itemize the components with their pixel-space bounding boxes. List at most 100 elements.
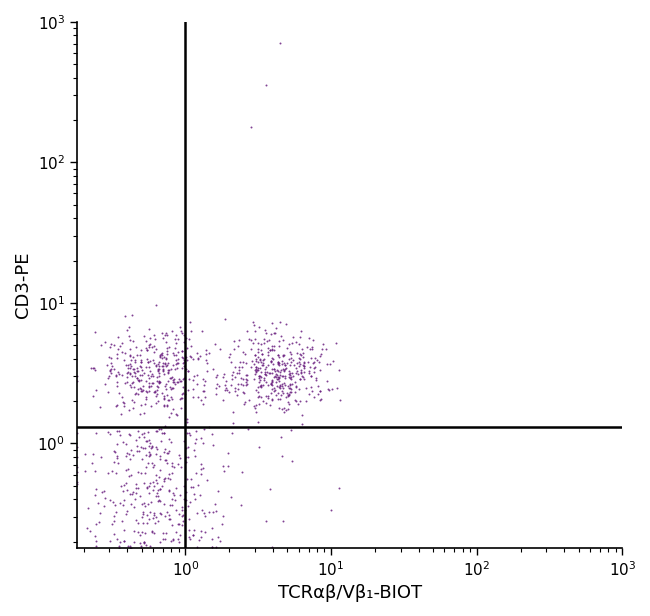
Point	[137, 455, 148, 464]
Point	[83, 503, 93, 513]
Point	[149, 358, 159, 368]
Point	[176, 389, 187, 399]
Point	[137, 444, 148, 453]
Point	[150, 334, 161, 344]
Point	[176, 328, 187, 338]
Point	[266, 318, 277, 328]
Point	[72, 477, 82, 487]
Point	[162, 360, 172, 370]
Point	[72, 376, 82, 386]
Point	[280, 360, 290, 370]
Point	[170, 495, 180, 505]
Point	[162, 395, 173, 405]
Point	[141, 394, 151, 404]
Point	[310, 362, 320, 371]
Point	[201, 349, 211, 359]
Point	[226, 349, 236, 359]
Point	[112, 426, 122, 436]
Point	[138, 386, 148, 395]
Point	[183, 452, 193, 462]
Point	[111, 469, 122, 479]
Point	[90, 466, 100, 476]
Point	[177, 502, 187, 512]
Point	[116, 392, 127, 402]
Point	[309, 357, 319, 367]
Point	[193, 354, 203, 364]
Point	[142, 436, 152, 446]
Point	[181, 352, 191, 362]
Point	[211, 372, 222, 382]
Point	[277, 379, 287, 389]
Point	[252, 362, 262, 371]
Point	[285, 379, 295, 389]
Point	[134, 447, 144, 456]
Point	[185, 496, 195, 506]
Point	[296, 367, 306, 377]
Point	[254, 376, 265, 386]
Point	[159, 393, 169, 403]
Point	[253, 387, 263, 397]
Point	[272, 370, 282, 379]
Point	[281, 363, 291, 373]
Point	[155, 466, 165, 476]
Point	[285, 360, 295, 370]
Point	[283, 391, 294, 401]
Point	[161, 511, 171, 521]
Point	[137, 370, 148, 380]
Point	[266, 357, 276, 367]
Point	[286, 387, 296, 397]
Point	[125, 361, 136, 371]
Point	[280, 365, 290, 375]
Point	[280, 360, 291, 370]
Point	[125, 368, 135, 378]
Point	[140, 336, 151, 346]
Point	[278, 364, 288, 374]
Point	[119, 480, 129, 490]
Point	[275, 380, 285, 390]
Point	[111, 370, 122, 380]
Point	[287, 332, 298, 342]
Point	[285, 370, 295, 380]
Point	[250, 350, 260, 360]
Point	[164, 373, 175, 383]
Point	[156, 437, 166, 447]
Point	[122, 373, 132, 383]
Point	[141, 386, 151, 396]
Point	[219, 369, 229, 379]
Point	[224, 387, 235, 397]
Point	[99, 501, 109, 511]
Point	[197, 505, 207, 515]
Point	[212, 370, 222, 379]
Point	[261, 370, 272, 380]
Point	[113, 344, 124, 354]
Point	[146, 342, 157, 352]
Point	[159, 474, 170, 484]
Point	[144, 480, 154, 490]
Point	[291, 363, 302, 373]
Point	[125, 499, 136, 509]
Point	[265, 329, 276, 339]
Point	[159, 447, 169, 457]
Point	[265, 484, 275, 494]
Point	[136, 365, 147, 375]
Point	[273, 366, 283, 376]
Point	[294, 353, 304, 363]
Point	[233, 335, 244, 345]
Point	[181, 487, 191, 497]
Point	[184, 532, 194, 542]
Point	[273, 351, 283, 360]
Point	[299, 361, 309, 371]
Point	[160, 535, 170, 545]
Point	[179, 436, 190, 446]
Point	[173, 334, 183, 344]
Point	[99, 486, 110, 496]
Point	[289, 387, 300, 397]
Point	[179, 481, 189, 491]
Point	[154, 377, 164, 387]
Point	[256, 360, 266, 370]
Point	[178, 360, 188, 370]
Point	[290, 395, 300, 405]
Point	[185, 430, 195, 440]
Point	[177, 374, 188, 384]
Point	[173, 347, 183, 357]
